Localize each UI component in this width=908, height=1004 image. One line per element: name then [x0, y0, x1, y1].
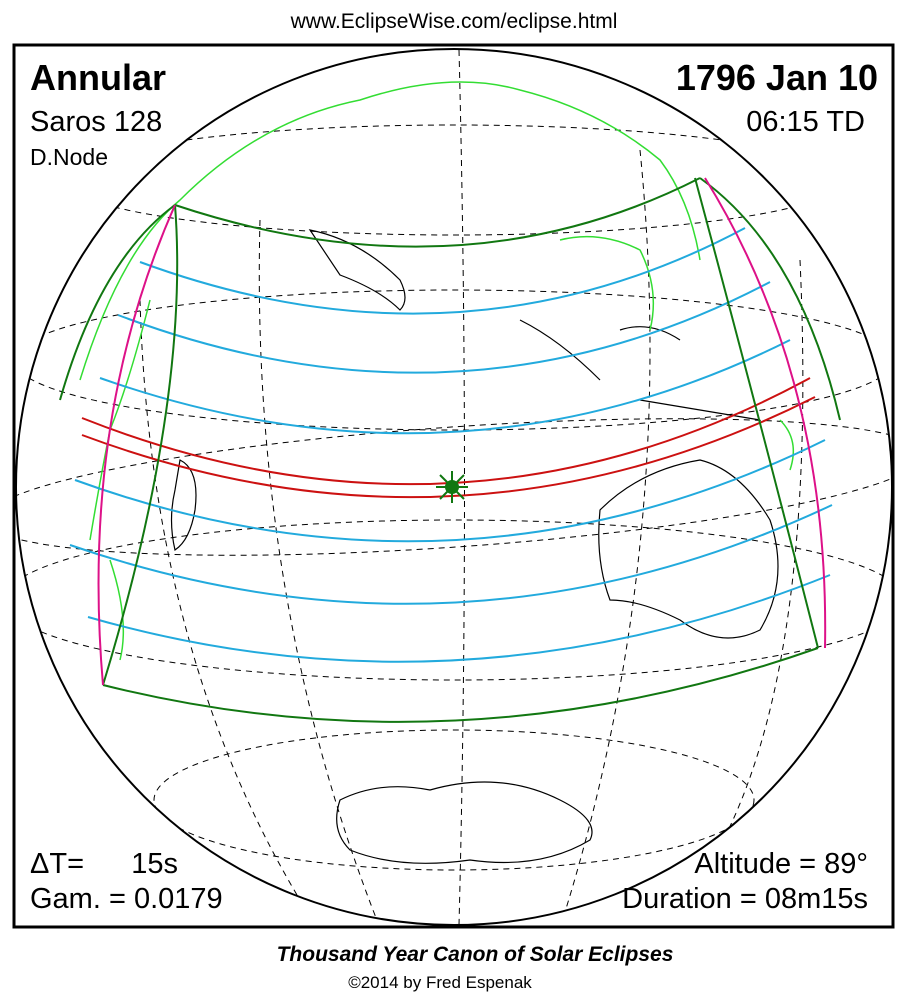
greatest-eclipse: [436, 471, 468, 503]
footer-title: Thousand Year Canon of Solar Eclipses: [277, 943, 674, 966]
node: D.Node: [30, 144, 108, 170]
saros: Saros 128: [30, 106, 162, 138]
penumbral-limits: [59, 177, 841, 723]
globe: [16, 49, 892, 925]
globe-outline: [15, 48, 893, 926]
land-outlines: [170, 229, 779, 864]
coastlines: [79, 81, 795, 661]
copyright: ©2014 by Fred Espenak: [348, 973, 532, 992]
date: 1796 Jan 10: [676, 57, 878, 98]
gamma: Gam. = 0.0179: [30, 883, 223, 915]
delta-t-label: ΔT=: [30, 848, 84, 880]
altitude: Altitude = 89°: [694, 848, 868, 880]
time-lines: [69, 227, 833, 663]
url: www.EclipseWise.com/eclipse.html: [290, 10, 618, 33]
duration: Duration = 08m15s: [622, 883, 868, 915]
rise-set-curves: [97, 177, 827, 686]
graticule: [16, 49, 892, 925]
time: 06:15 TD: [746, 106, 865, 138]
eclipse-type: Annular: [30, 57, 166, 98]
delta-t-value: 15s: [131, 848, 178, 880]
frame: [12, 43, 895, 929]
central-path: [81, 377, 816, 499]
